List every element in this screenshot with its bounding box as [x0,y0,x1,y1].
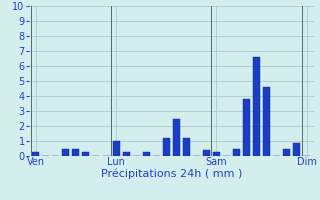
Bar [183,138,190,156]
Bar [32,152,39,156]
Bar [203,150,210,156]
Bar [163,138,170,156]
Bar [83,152,90,156]
X-axis label: Précipitations 24h ( mm ): Précipitations 24h ( mm ) [100,169,242,179]
Bar [123,152,130,156]
Bar [243,99,250,156]
Bar [293,142,300,156]
Bar [62,149,69,156]
Bar [173,118,180,156]
Bar [233,149,240,156]
Bar [213,152,220,156]
Bar [143,152,150,156]
Bar [263,87,270,156]
Bar [72,149,79,156]
Bar [283,148,290,156]
Bar [113,141,120,156]
Bar [253,57,260,156]
